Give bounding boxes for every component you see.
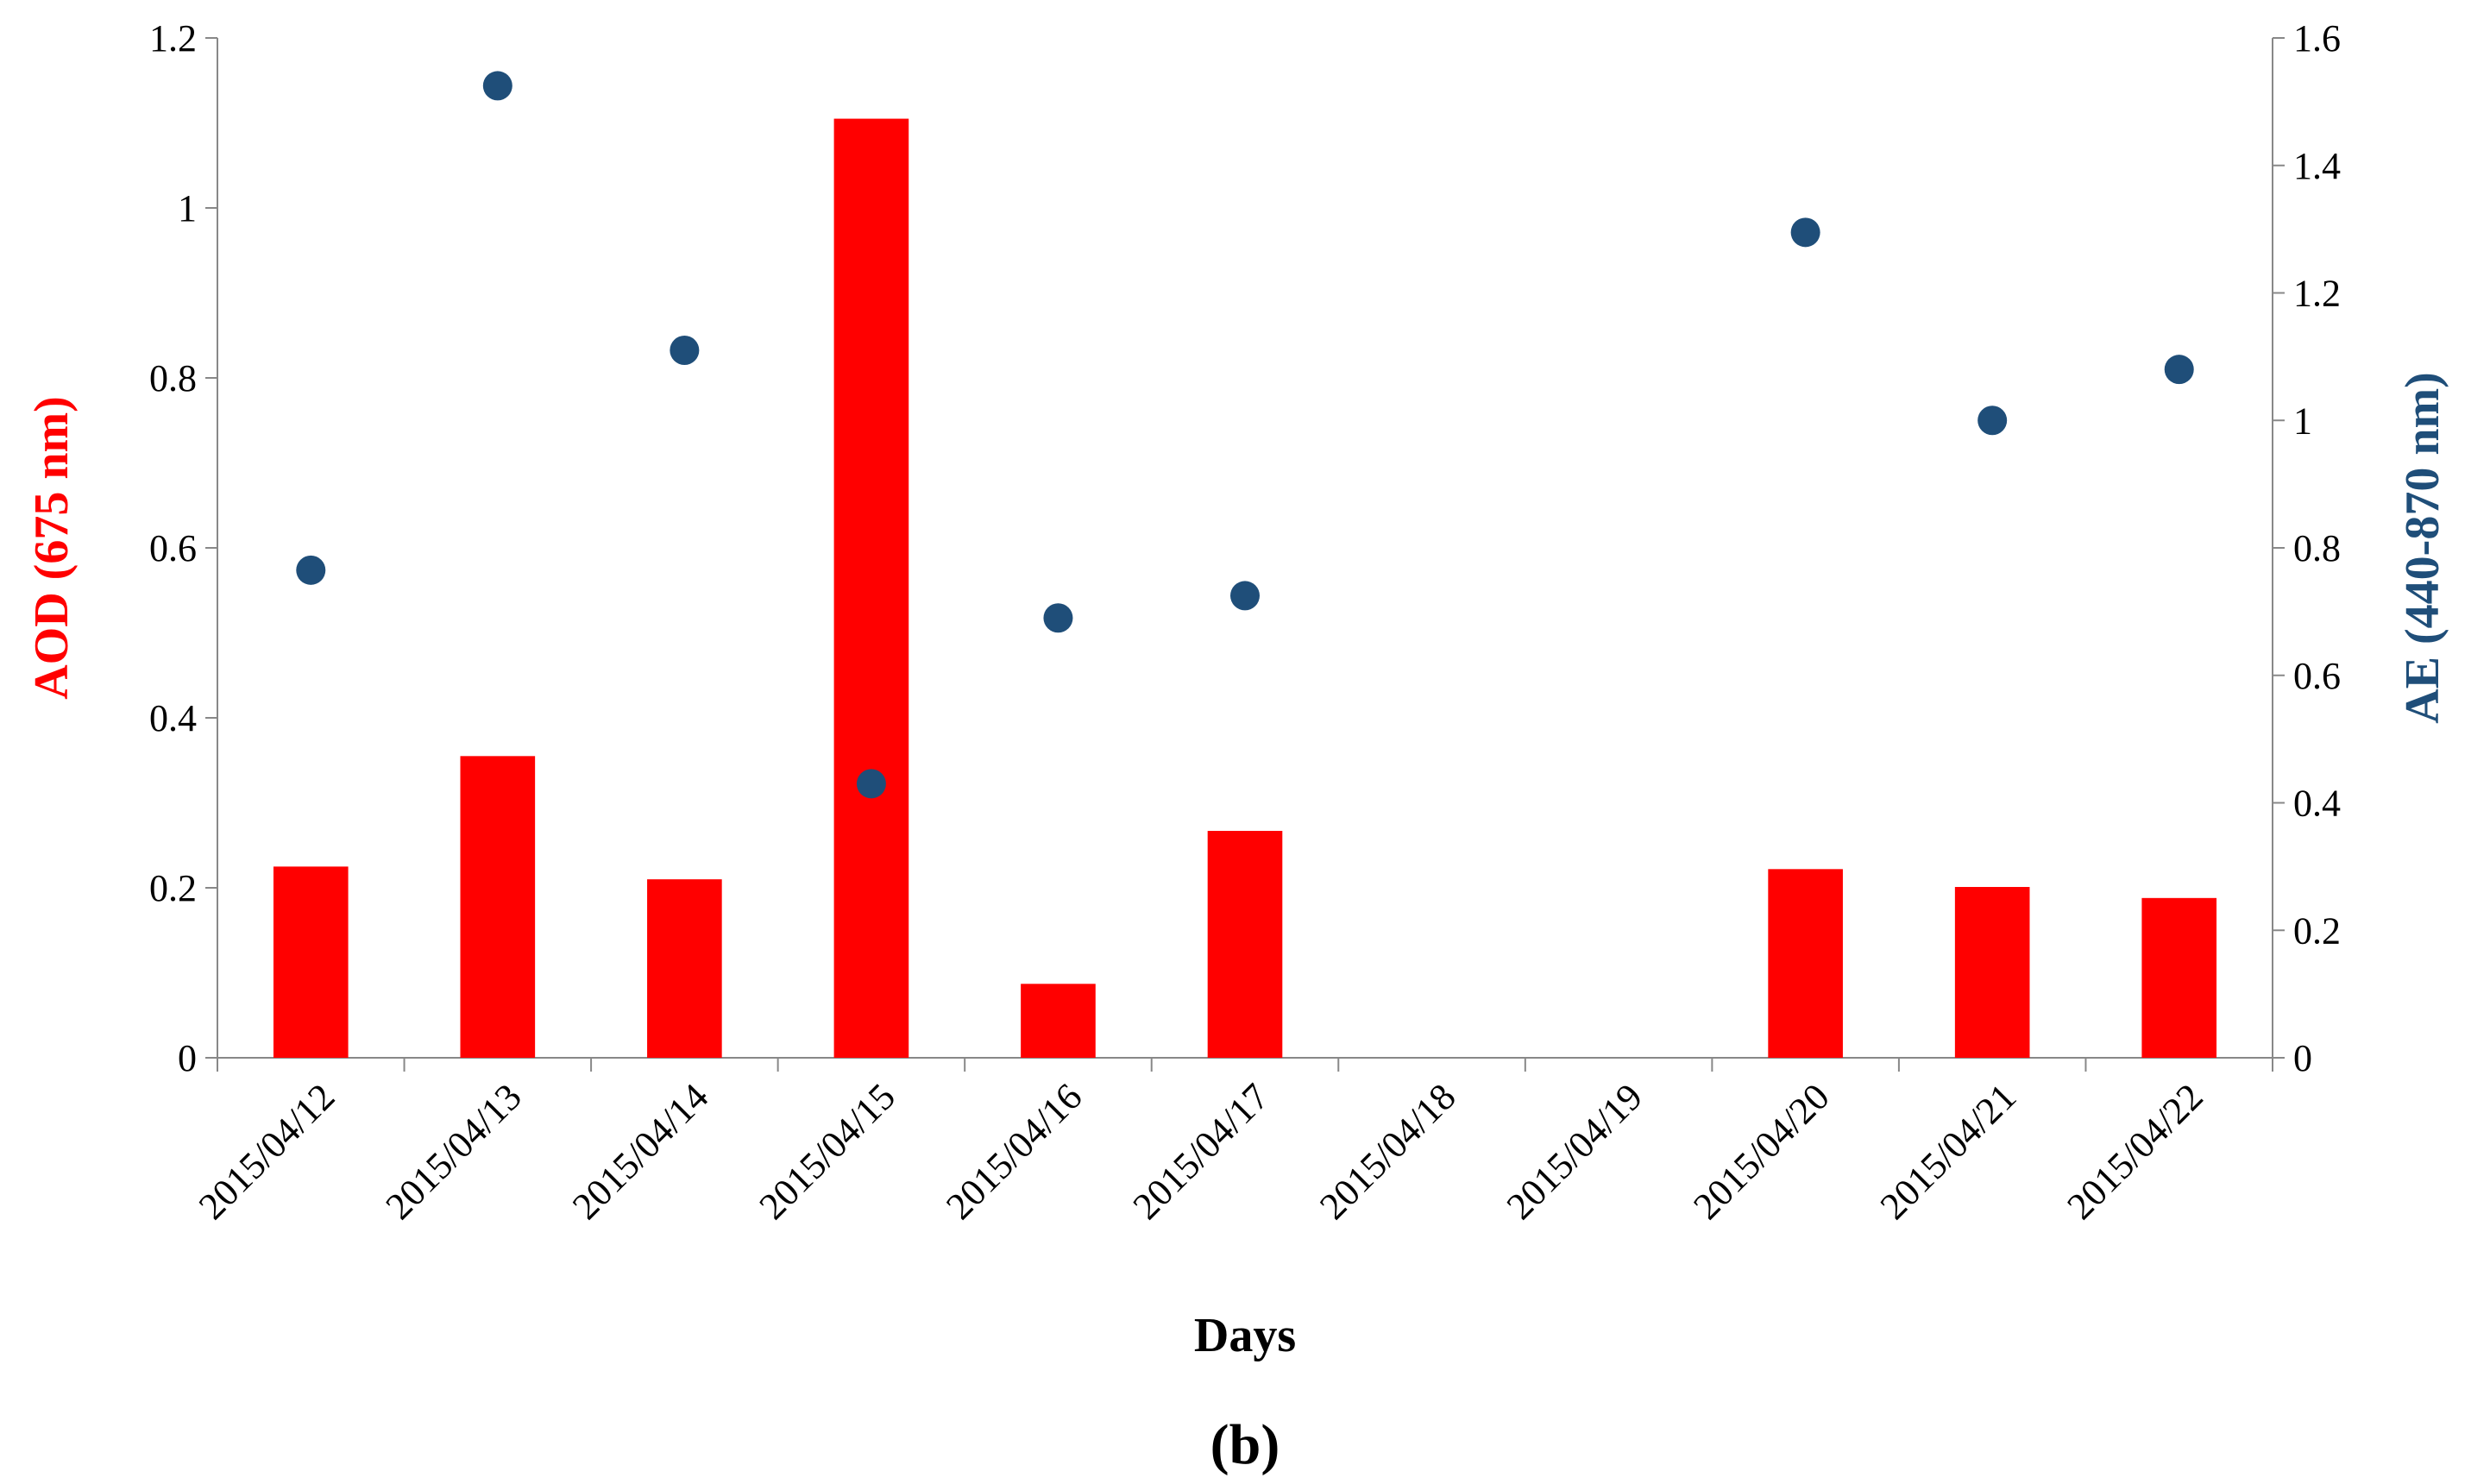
x-tick-label: 2015/04/22 — [2059, 1075, 2210, 1227]
left-tick-label: 0.8 — [149, 357, 197, 399]
right-tick-label: 1 — [2293, 399, 2312, 442]
right-tick-label: 0.4 — [2293, 783, 2341, 825]
left-y-axis: 0 0.2 0.4 0.6 0.8 1 1.2 — [149, 17, 218, 1079]
left-axis-title: AOD (675 nm) — [25, 396, 79, 700]
right-tick-label: 0.2 — [2293, 909, 2341, 952]
ae-point — [670, 335, 700, 365]
right-tick-label: 0.6 — [2293, 655, 2341, 697]
x-tick-label: 2015/04/13 — [377, 1075, 529, 1227]
right-tick-label: 1.2 — [2293, 273, 2341, 315]
ae-point — [482, 71, 512, 101]
ae-point-series — [296, 71, 2194, 799]
right-axis-title: AE (440-870 nm) — [2396, 372, 2449, 724]
aod-bar — [647, 879, 722, 1058]
x-tick-label: 2015/04/20 — [1685, 1075, 1837, 1227]
x-tick-label: 2015/04/18 — [1311, 1075, 1463, 1227]
left-tick-label: 1.2 — [149, 17, 197, 60]
x-axis-title: Days — [1194, 1309, 1296, 1362]
ae-point — [1230, 581, 1260, 611]
x-axis: 2015/04/12 2015/04/13 2015/04/14 2015/04/15… — [191, 1057, 2273, 1228]
left-tick-label: 0.2 — [149, 867, 197, 909]
aod-bar — [833, 118, 909, 1059]
left-tick-label: 0.6 — [149, 527, 197, 569]
left-tick-label: 1 — [178, 187, 197, 230]
aod-bar — [273, 866, 349, 1058]
ae-point — [2164, 355, 2194, 385]
left-tick-label: 0.4 — [149, 697, 197, 739]
ae-point — [1790, 217, 1820, 248]
right-y-axis: 0 0.2 0.4 0.6 0.8 1 1.2 1.4 1.6 — [2272, 17, 2341, 1079]
x-tick-label: 2015/04/17 — [1125, 1075, 1277, 1227]
x-tick-label: 2015/04/19 — [1499, 1075, 1650, 1227]
aod-bar — [1207, 831, 1283, 1058]
ae-point — [1043, 603, 1073, 633]
x-tick-label: 2015/04/15 — [751, 1075, 903, 1227]
aod-bar — [1768, 869, 1843, 1058]
right-tick-label: 1.4 — [2293, 145, 2341, 187]
aod-bar — [1954, 887, 2030, 1058]
ae-point — [856, 769, 886, 799]
left-tick-label: 0 — [178, 1037, 197, 1079]
ae-point — [1977, 406, 2008, 436]
ae-point — [296, 555, 326, 585]
panel-label: (b) — [1210, 1413, 1280, 1476]
right-tick-label: 0.8 — [2293, 527, 2341, 569]
right-tick-label: 1.6 — [2293, 17, 2341, 60]
x-tick-label: 2015/04/12 — [191, 1075, 343, 1227]
x-tick-label: 2015/04/16 — [938, 1075, 1090, 1227]
aod-bar — [1021, 984, 1096, 1058]
aod-bar — [460, 756, 536, 1058]
aod-bar — [2141, 897, 2217, 1058]
x-tick-label: 2015/04/14 — [564, 1075, 716, 1227]
x-tick-label: 2015/04/21 — [1872, 1075, 2024, 1227]
aod-bar-series — [273, 118, 2217, 1059]
right-tick-label: 0 — [2293, 1037, 2312, 1079]
